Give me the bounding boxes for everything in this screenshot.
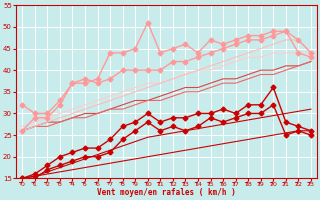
X-axis label: Vent moyen/en rafales ( km/h ): Vent moyen/en rafales ( km/h ) xyxy=(97,188,236,197)
